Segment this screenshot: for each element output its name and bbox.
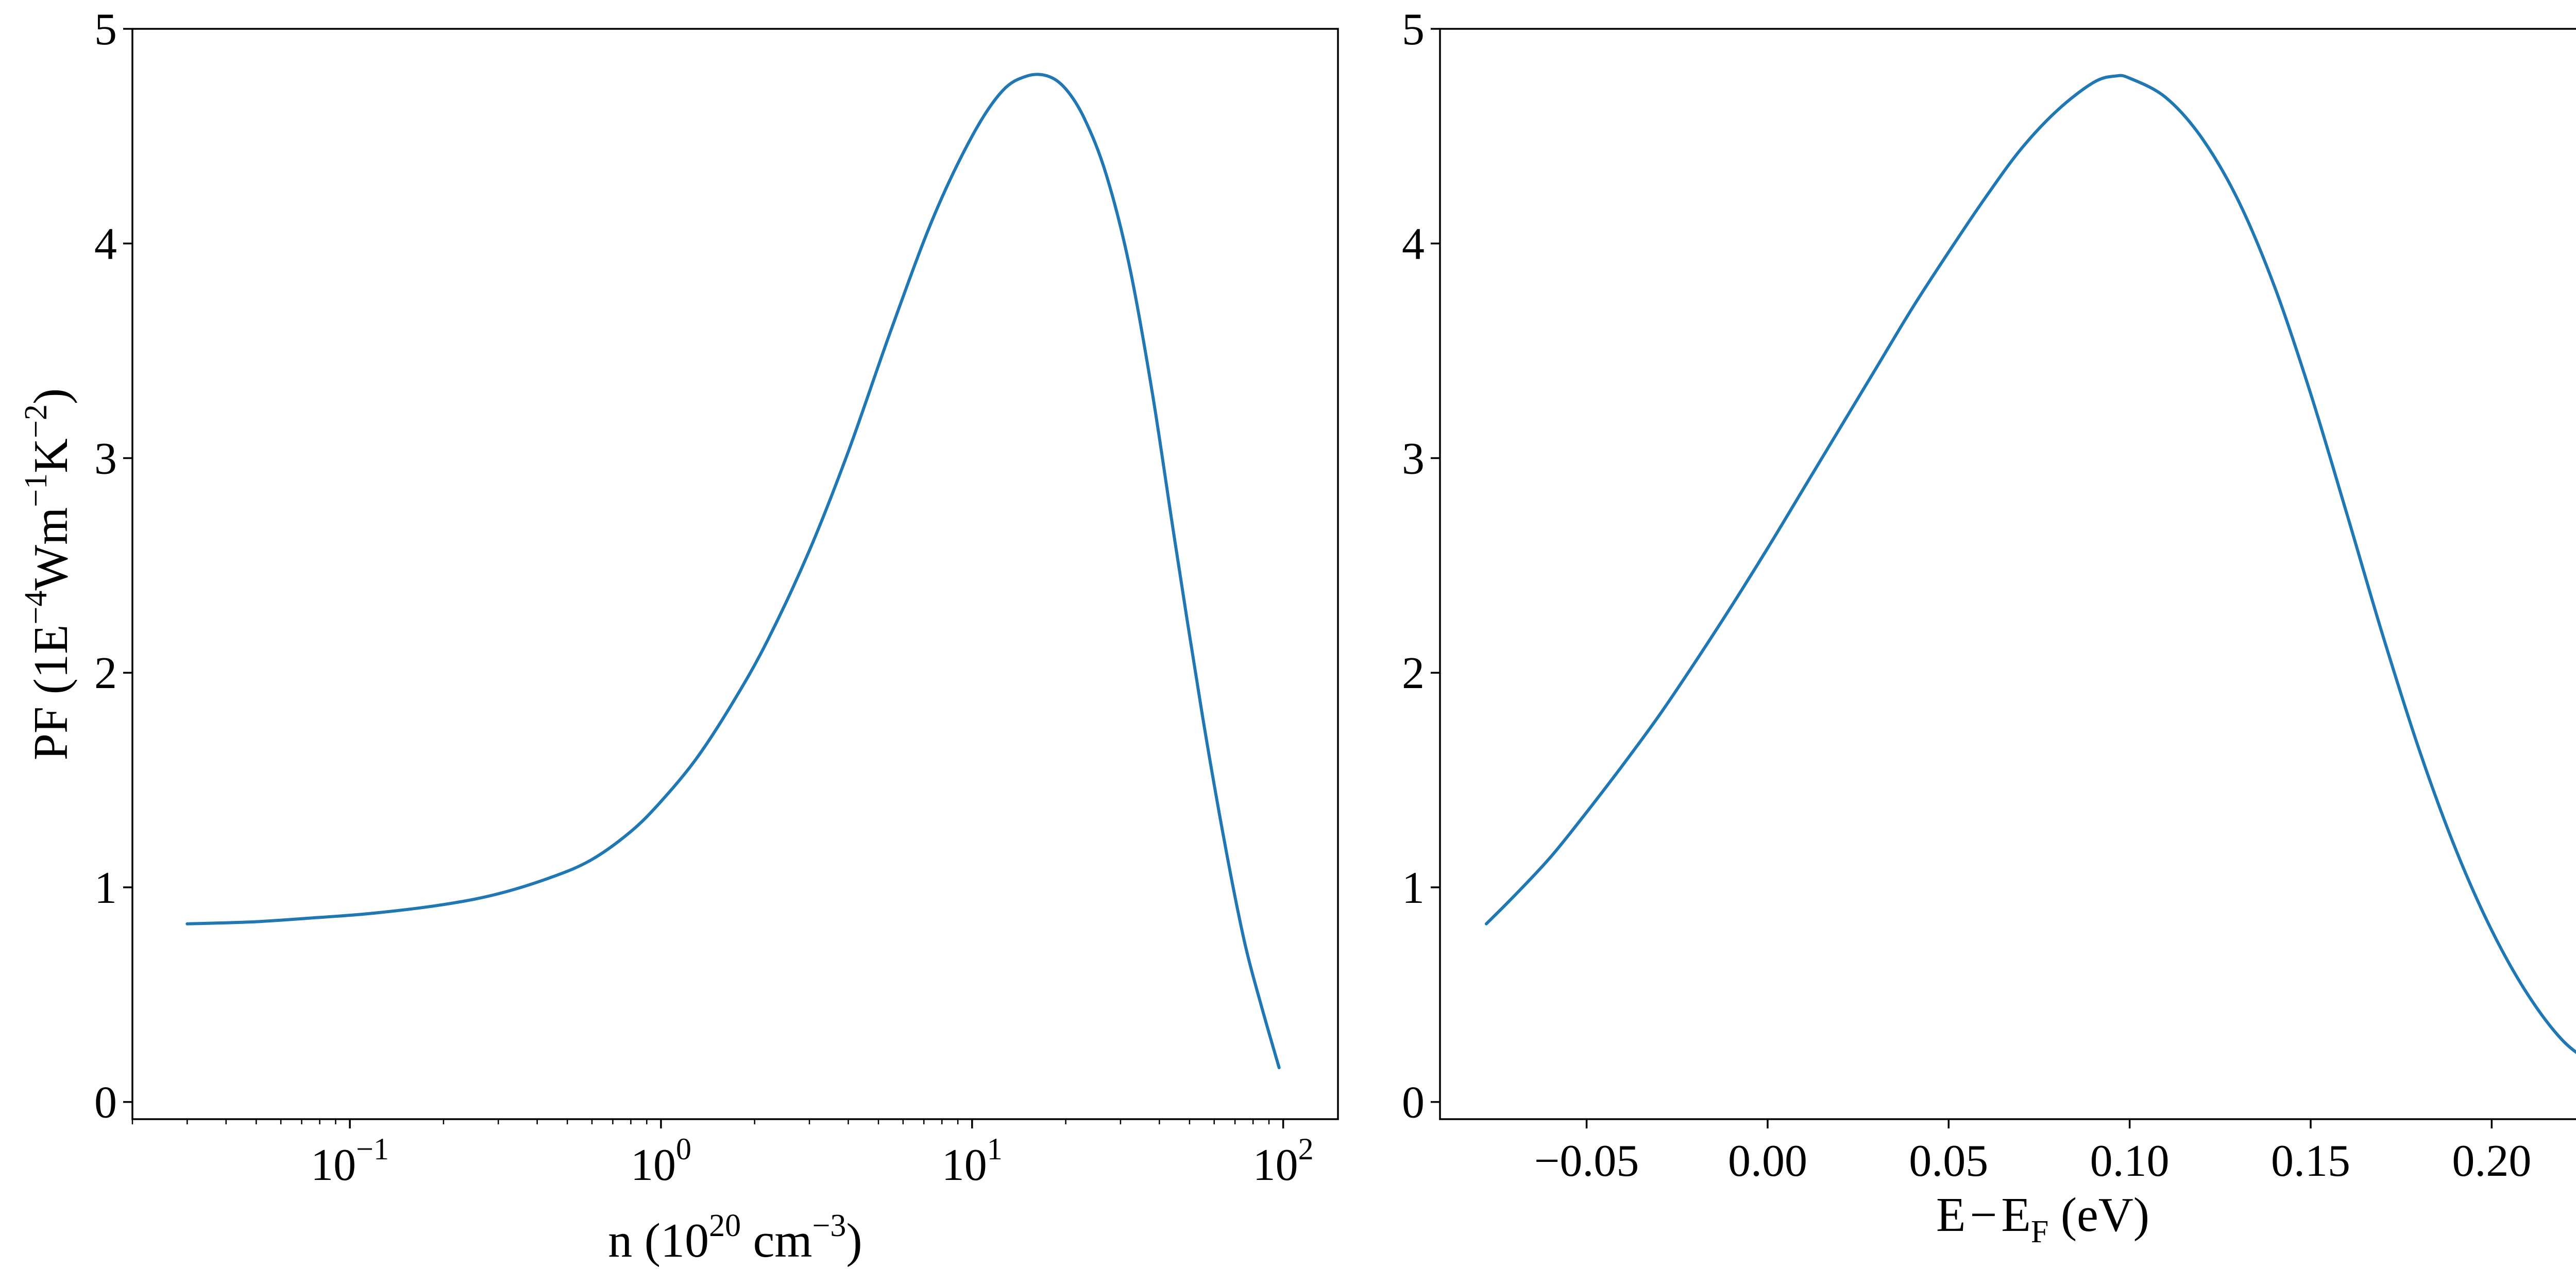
left-chart-panel: 0 1 2 3 4 5 10−1 100 101 102 n (1020 cm−3) PF (1… bbox=[19, 5, 1339, 1267]
left-x-tick-label: 100 bbox=[631, 1132, 691, 1190]
left-y-ticks: 0 1 2 3 4 5 bbox=[94, 5, 132, 1128]
left-x-axis-label: n (1020 cm−3) bbox=[608, 1208, 862, 1267]
left-pf-vs-n-line bbox=[185, 73, 1281, 1069]
right-x-ticks: −0.05 0.00 0.05 0.10 0.15 0.20 bbox=[1534, 1119, 2531, 1186]
right-y-tick-label: 1 bbox=[1402, 863, 1425, 913]
right-y-ticks: 0 1 2 3 4 5 bbox=[1402, 5, 1440, 1128]
left-y-tick-label: 0 bbox=[94, 1078, 117, 1128]
right-y-tick-label: 2 bbox=[1402, 648, 1425, 698]
left-y-tick-label: 1 bbox=[94, 863, 117, 913]
left-y-axis-label: PF (1E−4Wm−1K−2) bbox=[19, 388, 78, 761]
left-y-tick-label: 5 bbox=[94, 5, 117, 55]
right-y-tick-label: 5 bbox=[1402, 5, 1425, 55]
left-x-tick-label: 101 bbox=[942, 1132, 1003, 1190]
left-y-tick-label: 3 bbox=[94, 434, 117, 484]
right-chart-panel: 0 1 2 3 4 5 −0.05 0.00 0.05 0.10 0.15 0.20 E−EF (e… bbox=[1402, 5, 2576, 1249]
left-x-ticks: 10−1 100 101 102 bbox=[131, 1119, 1314, 1190]
right-y-tick-label: 4 bbox=[1402, 219, 1425, 269]
right-x-tick-label: 0.15 bbox=[2271, 1136, 2350, 1186]
right-y-tick-label: 0 bbox=[1402, 1078, 1425, 1128]
right-x-tick-label: 0.20 bbox=[2452, 1136, 2531, 1186]
left-axes-frame bbox=[131, 28, 1339, 1120]
left-y-tick-label: 2 bbox=[94, 648, 117, 698]
left-x-tick-label: 10−1 bbox=[311, 1132, 389, 1190]
right-x-axis-label: E−EF (eV) bbox=[1936, 1188, 2149, 1249]
right-axes-frame bbox=[1439, 28, 2576, 1120]
left-y-tick-label: 4 bbox=[94, 219, 117, 269]
right-y-tick-label: 3 bbox=[1402, 434, 1425, 484]
right-pf-vs-energy-line bbox=[1484, 74, 2576, 1054]
right-x-tick-label: 0.00 bbox=[1728, 1136, 1807, 1186]
right-x-tick-label: 0.10 bbox=[2090, 1136, 2170, 1186]
right-x-tick-label: 0.05 bbox=[1909, 1136, 1988, 1186]
right-x-tick-label: −0.05 bbox=[1534, 1136, 1639, 1186]
left-x-tick-label: 102 bbox=[1253, 1132, 1314, 1190]
